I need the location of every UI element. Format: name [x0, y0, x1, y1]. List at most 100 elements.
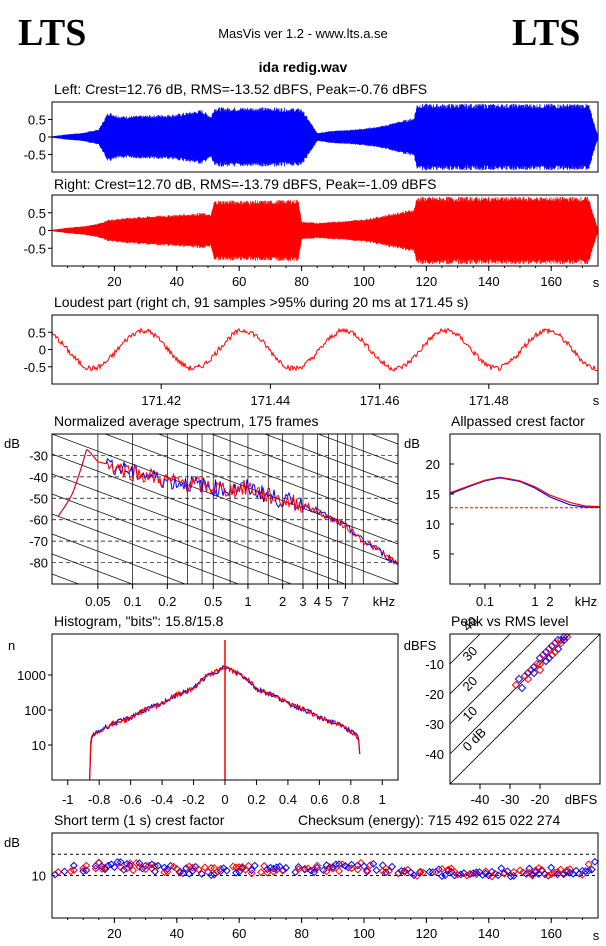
right-waveform-xtick-label: 140 — [478, 274, 500, 289]
short-term-crest-xtick-label: 120 — [416, 926, 438, 941]
peak-vs-rms-ytick-label: -20 — [425, 687, 444, 702]
right-waveform-trace — [51, 196, 599, 265]
short-term-crest-point — [400, 867, 409, 875]
short-term-crest-point — [116, 863, 125, 872]
average-spectrum-grid — [52, 434, 398, 584]
short-term-crest-ylabel: dB — [4, 835, 20, 850]
average-spectrum-ytick-label: -50 — [29, 491, 48, 506]
short-term-crest-point — [419, 868, 428, 877]
short-term-crest-point — [160, 863, 169, 872]
peak-vs-rms-point — [538, 650, 548, 660]
histogram-xtick-label: -1 — [62, 792, 74, 807]
short-term-crest-point — [197, 869, 206, 878]
short-term-crest-point — [69, 866, 78, 875]
peak-vs-rms-point — [520, 671, 530, 681]
peak-vs-rms-diagonal-label: 40 — [460, 613, 481, 634]
peak-vs-rms-xlabel: dBFS — [565, 792, 598, 807]
peak-vs-rms-point — [535, 665, 545, 675]
short-term-crest-ytick-label: 10 — [32, 869, 46, 884]
short-term-crest-point — [550, 868, 559, 877]
crest-title: Short term (1 s) crest factor — [54, 812, 225, 828]
average-spectrum-slope-line — [52, 533, 187, 584]
short-term-crest-point — [126, 861, 134, 870]
histogram-xtick-label: -0.2 — [182, 792, 204, 807]
short-term-crest-point — [200, 863, 209, 872]
short-term-crest-point — [328, 864, 337, 873]
peak-vs-rms-diagonal — [450, 634, 481, 665]
right-waveform-xtick-label: 20 — [107, 274, 121, 289]
average-spectrum-slope-line — [52, 434, 398, 565]
short-term-crest-point — [175, 867, 184, 876]
peak-vs-rms-xtick-label: -30 — [501, 792, 520, 807]
loudest-part-xtick-label: 171.42 — [141, 393, 181, 408]
average-spectrum-ytick-label: -80 — [29, 556, 48, 571]
allpassed-crest-right-trace — [449, 476, 601, 508]
average-spectrum-slope-line — [52, 553, 133, 584]
short-term-crest-point — [565, 865, 574, 874]
short-term-crest-point — [509, 867, 518, 876]
short-term-crest-point — [182, 864, 191, 873]
left-waveform-ytick-label: -0.5 — [24, 148, 46, 163]
short-term-crest-point — [519, 868, 528, 877]
right-waveform-xtick-label: 80 — [294, 274, 308, 289]
short-term-crest-point — [104, 861, 113, 870]
short-term-crest-point — [303, 864, 312, 873]
histogram-ytick-label: 10 — [32, 738, 46, 753]
average-spectrum-right-trace — [57, 449, 398, 564]
allpassed-crest-frame — [449, 433, 601, 585]
peak-vs-rms-point — [511, 680, 521, 690]
short-term-crest-point — [335, 867, 343, 875]
short-term-crest-point — [313, 863, 322, 872]
short-term-crest-point — [353, 865, 362, 874]
short-term-crest-point — [250, 861, 259, 870]
short-term-crest-point — [126, 859, 134, 868]
average-spectrum-left-trace — [57, 449, 398, 565]
peak-vs-rms-point — [541, 647, 551, 657]
short-term-crest-point — [363, 867, 372, 876]
peak-vs-rms-point — [547, 641, 557, 651]
short-term-crest-point — [525, 868, 534, 877]
peakrms-title: Peak vs RMS level — [451, 613, 569, 629]
average-spectrum-xtick-label: 5 — [325, 594, 332, 609]
average-spectrum-xtick-label: 0.2 — [158, 594, 176, 609]
right-waveform-ytick-label: 0 — [39, 224, 46, 239]
right-waveform-xtick-label: 60 — [232, 274, 246, 289]
short-term-crest-point — [147, 860, 156, 869]
short-term-crest-point — [247, 869, 256, 878]
peak-vs-rms-ytick-label: -30 — [425, 717, 444, 732]
right-waveform-ytick-label: 0.5 — [28, 206, 46, 221]
average-spectrum-xtick-label: 0.5 — [204, 594, 222, 609]
short-term-crest-point — [300, 865, 309, 874]
short-term-crest-point — [191, 862, 200, 871]
short-term-crest-point — [185, 869, 194, 878]
short-term-crest-point — [388, 862, 397, 871]
short-term-crest-xtick-label: 80 — [294, 926, 308, 941]
app-title: MasVis ver 1.2 - www.lts.a.se — [218, 26, 388, 41]
average-spectrum-ytick-label: -30 — [29, 448, 48, 463]
short-term-crest-point — [516, 866, 524, 875]
short-term-crest-point — [547, 863, 556, 872]
left-waveform-trace — [51, 103, 599, 171]
short-term-crest-point — [154, 861, 163, 870]
short-term-crest-point — [541, 870, 549, 879]
short-term-crest-point — [456, 870, 465, 879]
short-term-crest-point — [82, 866, 91, 875]
short-term-crest-point — [472, 870, 481, 879]
left-waveform-ytick-label: 0 — [39, 130, 46, 145]
loudest-part-frame — [51, 314, 599, 385]
short-term-crest-point — [509, 871, 518, 880]
short-term-crest-point — [119, 865, 128, 874]
short-term-crest-xtick-label: 140 — [478, 926, 500, 941]
short-term-crest-point — [263, 868, 272, 877]
logo-right: LTS — [512, 12, 581, 54]
short-term-crest-point — [494, 871, 503, 880]
short-term-crest-point — [66, 867, 75, 876]
peak-vs-rms-ylabel: dBFS — [404, 638, 437, 653]
short-term-crest-point — [353, 861, 362, 870]
short-term-crest-point — [328, 863, 337, 872]
peak-vs-rms-frame — [449, 633, 601, 785]
peak-vs-rms-point — [541, 656, 551, 666]
short-term-crest-point — [129, 866, 138, 875]
short-term-crest-point — [169, 862, 178, 871]
short-term-crest-xtick-label: 160 — [540, 926, 562, 941]
